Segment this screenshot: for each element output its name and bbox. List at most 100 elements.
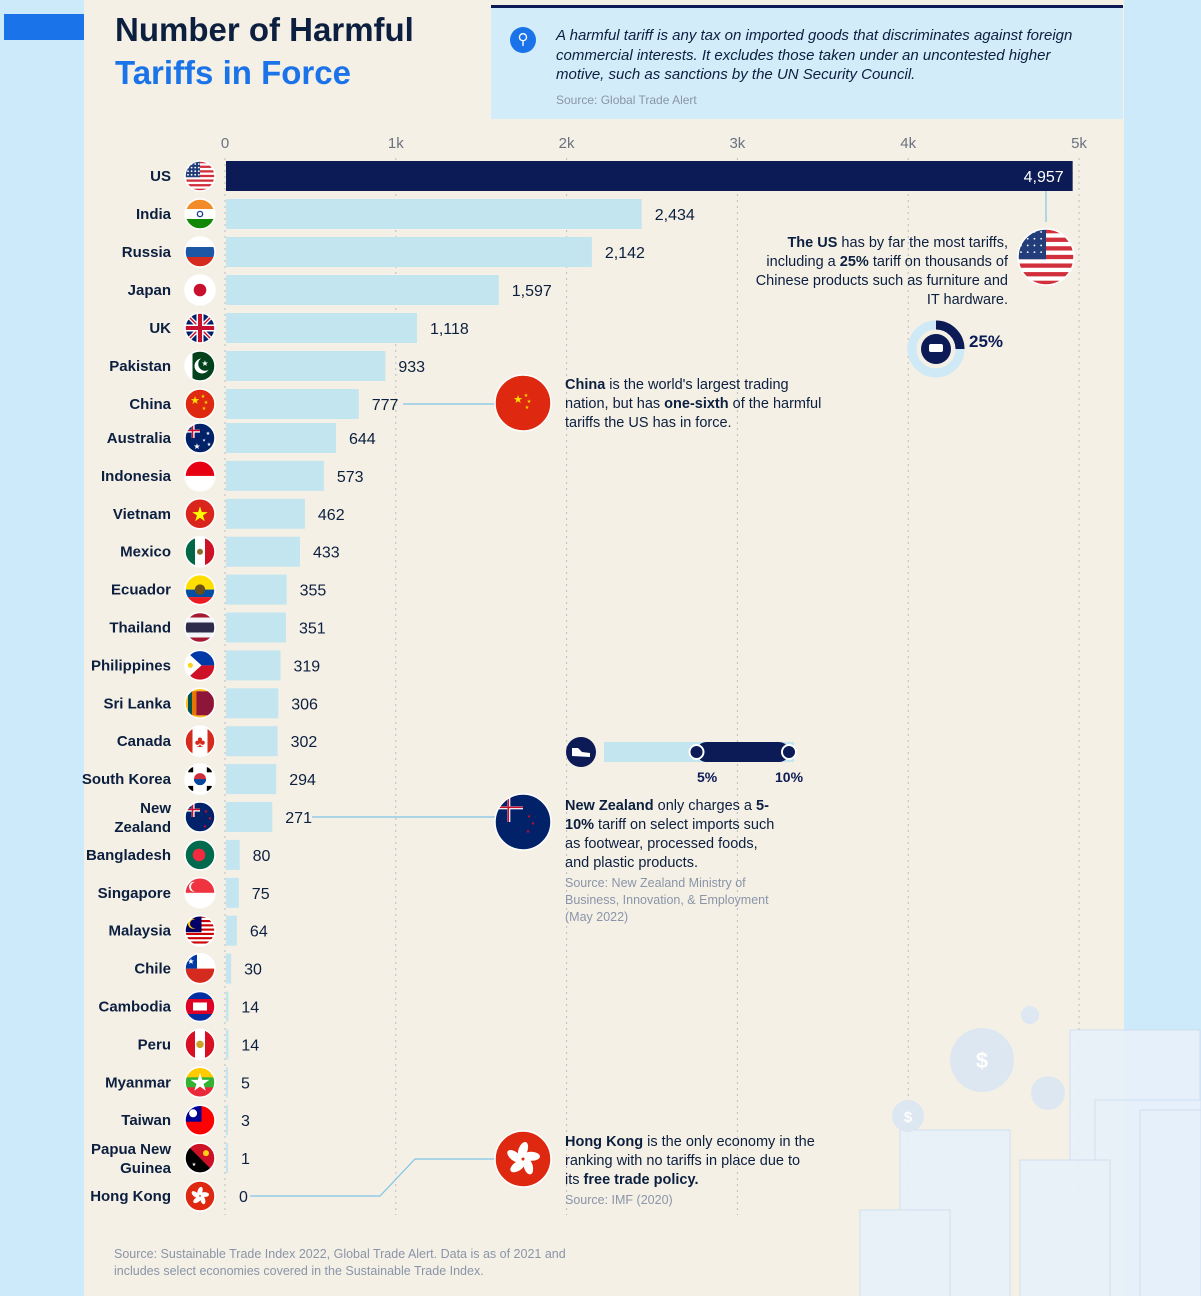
category-label-us: US	[150, 168, 171, 185]
category-label-myanmar: Myanmar	[105, 1074, 171, 1091]
bar-ecuador	[226, 574, 287, 605]
bar-russia	[226, 237, 592, 267]
category-label-singapore: Singapore	[98, 885, 171, 902]
singapore-flag-icon	[184, 877, 216, 909]
nz-callout-flag-icon: ★★★	[494, 793, 552, 851]
x-tick-label: 2k	[559, 135, 575, 152]
coin-symbol: $	[904, 1109, 913, 1126]
value-label-china: 777	[372, 397, 399, 414]
category-label-south-korea: South Korea	[82, 771, 172, 788]
title-line-2: Tariffs in Force	[115, 54, 351, 91]
category-label-ecuador: Ecuador	[111, 582, 171, 599]
bar-china	[226, 389, 359, 419]
nz-range-low-label: 5%	[697, 769, 718, 785]
definition-box: ⚲ A harmful tariff is any tax on importe…	[491, 5, 1123, 119]
value-label-vietnam: 462	[318, 507, 345, 524]
mexico-flag-icon	[184, 535, 216, 568]
svg-text:★: ★	[204, 809, 209, 815]
page-title: Number of Harmful Tariffs in Force	[115, 8, 414, 94]
bubble	[1021, 1006, 1039, 1024]
bar-thailand	[226, 612, 286, 643]
svg-text:★: ★	[208, 816, 213, 822]
magnifier-icon: ⚲	[510, 27, 536, 53]
category-label-thailand: Thailand	[109, 620, 171, 637]
title-line-1: Number of Harmful	[115, 11, 414, 48]
value-label-uk: 1,118	[430, 321, 469, 338]
value-label-japan: 1,597	[512, 283, 552, 300]
category-label-cambodia: Cambodia	[98, 999, 171, 1016]
category-label-malaysia: Malaysia	[108, 923, 171, 940]
category-label-chile: Chile	[134, 961, 171, 978]
bar-myanmar	[226, 1067, 228, 1098]
value-label-russia: 2,142	[605, 245, 645, 262]
x-tick-label: 5k	[1071, 135, 1087, 152]
category-label-peru: Peru	[138, 1036, 171, 1053]
us-flag-icon	[184, 160, 216, 192]
accent-tab	[4, 14, 84, 40]
value-label-mexico: 433	[313, 545, 340, 562]
category-label-hong-kong: Hong Kong	[90, 1188, 171, 1205]
bar-us	[226, 161, 1073, 191]
skyline-illustration: $$	[859, 1006, 1201, 1296]
myanmar-flag-icon: ★	[184, 1066, 216, 1099]
category-label-pakistan: Pakistan	[109, 358, 171, 375]
bar-pakistan	[226, 351, 386, 381]
category-label-sri-lanka: Sri Lanka	[103, 695, 171, 712]
china-annotation: China is the world's largest trading nat…	[565, 377, 822, 431]
indonesia-flag-icon	[184, 460, 216, 492]
value-label-taiwan: 3	[241, 1113, 250, 1130]
malaysia-flag-icon	[184, 914, 216, 947]
bar-chile	[226, 953, 232, 984]
svg-text:★: ★	[192, 1162, 197, 1168]
hk-callout-line	[250, 1158, 495, 1197]
value-label-cambodia: 14	[241, 1000, 259, 1017]
bar-bangladesh	[226, 839, 240, 870]
us-tariff-donut	[907, 320, 965, 378]
svg-text:♣: ♣	[195, 734, 206, 751]
hk-callout-flag-icon	[494, 1130, 552, 1188]
category-label-canada: Canada	[117, 733, 172, 750]
value-label-bangladesh: 80	[253, 848, 271, 865]
svg-text:★: ★	[187, 957, 194, 966]
australia-flag-icon: ★★★★	[184, 422, 216, 454]
svg-text:★: ★	[527, 814, 532, 820]
bar-cambodia	[226, 991, 229, 1022]
svg-text:★: ★	[190, 395, 200, 407]
x-tick-label: 1k	[388, 135, 404, 152]
category-label-new-zealand: New Zealand	[114, 800, 171, 836]
value-label-chile: 30	[244, 962, 262, 979]
bar-sri-lanka	[226, 688, 279, 719]
svg-text:★: ★	[191, 504, 209, 526]
sri-lanka-flag-icon	[184, 687, 216, 720]
vietnam-flag-icon: ★	[184, 498, 216, 530]
bar-canada	[226, 726, 278, 757]
coin-icon	[950, 1028, 1014, 1092]
footer-source: Source: Sustainable Trade Index 2022, Gl…	[114, 1247, 566, 1278]
hk-source: Source: IMF (2020)	[565, 1193, 673, 1207]
chile-flag-icon: ★	[184, 952, 216, 985]
svg-text:★: ★	[526, 829, 531, 835]
russia-flag-icon	[184, 236, 216, 268]
svg-text:★: ★	[207, 442, 212, 448]
value-label-india: 2,434	[655, 207, 695, 224]
value-label-philippines: 319	[293, 658, 320, 675]
category-label-uk: UK	[149, 320, 171, 337]
value-label-us: 4,957	[1024, 169, 1064, 186]
value-label-pakistan: 933	[398, 359, 425, 376]
svg-text:★: ★	[189, 1070, 211, 1097]
svg-text:★: ★	[202, 406, 207, 412]
china-callout-flag-icon: ★ ★★★	[494, 374, 552, 432]
value-label-hong-kong: 0	[239, 1189, 248, 1206]
svg-text:★: ★	[201, 359, 208, 368]
category-label-philippines: Philippines	[91, 657, 171, 674]
category-label-mexico: Mexico	[120, 544, 171, 561]
bar-australia	[226, 423, 336, 453]
bar-uk	[226, 313, 417, 343]
value-label-malaysia: 64	[250, 924, 268, 941]
new-zealand-flag-icon: ★★★	[184, 801, 216, 833]
bar-indonesia	[226, 460, 324, 491]
canada-flag-icon: ♣	[184, 725, 216, 757]
bar-peru	[226, 1029, 229, 1060]
bar-south-korea	[226, 764, 277, 795]
category-label-papua-new-guinea: Papua New Guinea	[91, 1141, 172, 1177]
